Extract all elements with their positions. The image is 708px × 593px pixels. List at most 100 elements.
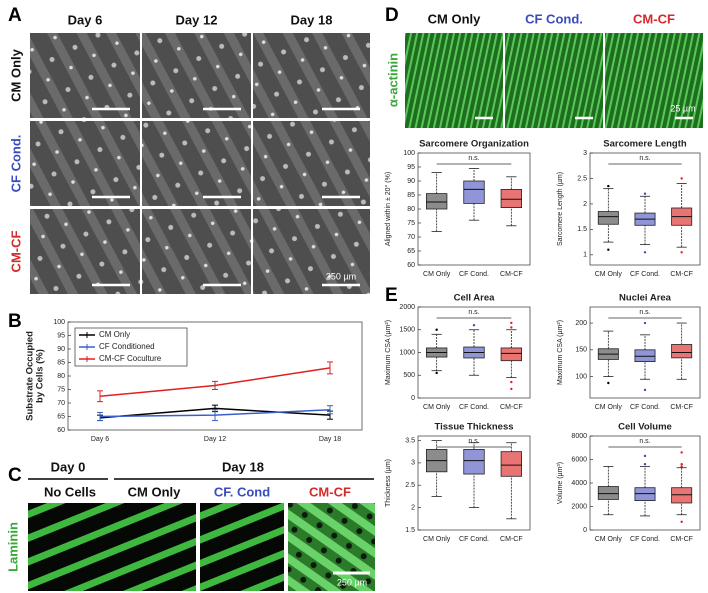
y-tick-label: 0 <box>411 395 415 402</box>
outlier <box>643 388 647 392</box>
box <box>500 451 523 477</box>
box <box>671 344 693 359</box>
panel-label: A <box>8 5 22 26</box>
scale-bar-label: 250 µm <box>337 577 367 587</box>
y-tick-label: 100 <box>53 319 65 326</box>
y-tick-label: 70 <box>407 234 415 241</box>
chart-title: Tissue Thickness <box>434 422 513 433</box>
y-tick-label: 75 <box>407 220 415 227</box>
column-header: CM-CF <box>309 484 351 499</box>
box <box>463 180 485 204</box>
y-axis-label: Volume (µm³) <box>557 462 564 504</box>
outlier <box>643 463 647 466</box>
box <box>634 487 656 502</box>
x-tick-label: CM Only <box>595 536 623 543</box>
x-tick-label: CM Only <box>423 271 451 278</box>
y-axis-label: Sarcomere Length (µm) <box>557 172 564 246</box>
scale-bar-label: 25 µm <box>670 103 695 113</box>
outlier <box>607 184 610 188</box>
x-tick-label: CF Cond. <box>459 271 489 278</box>
annotation: n.s. <box>468 155 479 162</box>
outlier <box>510 387 513 391</box>
chart-title: Nuclei Area <box>619 293 672 304</box>
outlier <box>435 328 438 331</box>
micrograph <box>200 503 284 591</box>
group-header: Day 0 <box>51 459 86 474</box>
panel-label: E <box>385 285 398 306</box>
micrograph <box>30 33 140 118</box>
y-tick-label: 2000 <box>399 304 415 311</box>
y-tick-label: 95 <box>407 164 415 171</box>
annotation: n.s. <box>468 309 479 316</box>
panel-label: C <box>8 465 22 486</box>
y-tick-label: 4000 <box>571 480 587 487</box>
row-label: CM Only <box>8 48 23 101</box>
micrograph <box>30 209 140 294</box>
micrograph <box>142 33 251 118</box>
y-tick-label: 2000 <box>571 503 587 510</box>
column-header: Day 12 <box>176 12 218 27</box>
x-tick-label: CM Only <box>595 404 623 411</box>
y-tick-label: 80 <box>407 206 415 213</box>
row-label: CM-CF <box>8 231 23 273</box>
outlier <box>435 371 438 375</box>
x-tick-label: CM Only <box>423 404 451 411</box>
x-tick-label: CM-CF <box>500 536 523 543</box>
y-tick-label: 2.5 <box>405 482 415 489</box>
stain-label: α-actinin <box>385 53 400 107</box>
outlier <box>607 248 610 251</box>
micrograph <box>505 33 603 128</box>
box <box>634 349 656 362</box>
chart-title: Sarcomere Organization <box>419 139 529 150</box>
y-tick-label: 200 <box>575 320 587 327</box>
y-axis-label: Maximum CSA (µm²) <box>557 320 564 385</box>
plot-frame <box>417 435 531 531</box>
annotation: n.s. <box>468 438 479 445</box>
outlier <box>643 321 647 325</box>
outlier <box>643 454 647 458</box>
chart-title: Cell Area <box>454 293 496 304</box>
annotation: n.s. <box>639 155 650 162</box>
box <box>500 188 523 208</box>
y-tick-label: 8000 <box>571 433 587 440</box>
outlier <box>643 251 647 254</box>
outlier <box>510 326 513 329</box>
x-tick-label: CM-CF <box>670 404 693 411</box>
y-axis-label: Maximum CSA (µm²) <box>385 320 392 385</box>
x-tick-label: CM-CF <box>500 404 523 411</box>
y-tick-label: 100 <box>403 150 415 157</box>
x-tick-label: Day 6 <box>91 436 109 443</box>
micrograph <box>605 33 703 128</box>
box <box>597 211 619 225</box>
y-tick-label: 90 <box>407 178 415 185</box>
y-tick-label: 1.5 <box>405 527 415 534</box>
y-tick-label: 2 <box>583 201 587 208</box>
outlier <box>510 380 513 384</box>
legend-label: CM Only <box>99 330 130 339</box>
y-tick-label: 60 <box>57 427 65 434</box>
micrograph <box>142 121 251 206</box>
y-tick-label: 85 <box>57 359 65 366</box>
legend-label: CF Conditioned <box>99 342 155 351</box>
x-tick-label: CF Cond. <box>459 536 489 543</box>
micrograph <box>253 33 370 118</box>
outlier <box>472 324 476 327</box>
stain-label: Laminin <box>5 522 20 572</box>
micrograph <box>253 209 370 294</box>
x-tick-label: CF Cond. <box>630 404 660 411</box>
y-tick-label: 100 <box>575 373 587 380</box>
box <box>500 347 523 362</box>
y-tick-label: 65 <box>407 248 415 255</box>
column-header: CF. Cond <box>214 484 270 499</box>
column-header: CM Only <box>128 484 181 499</box>
y-tick-label: 95 <box>57 332 65 339</box>
row-label: CF Cond. <box>8 135 23 193</box>
panel-label: B <box>8 311 22 332</box>
micrograph <box>253 121 370 206</box>
y-tick-label: 1500 <box>399 327 415 334</box>
plot-frame <box>589 152 701 266</box>
column-header: Day 18 <box>291 12 333 27</box>
outlier <box>607 381 610 385</box>
outlier <box>680 465 683 468</box>
